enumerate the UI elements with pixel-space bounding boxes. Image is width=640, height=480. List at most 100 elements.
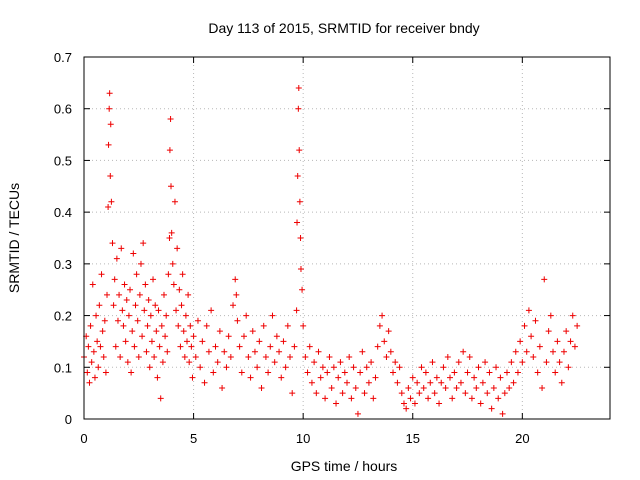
data-point — [158, 322, 165, 329]
data-point — [293, 307, 300, 314]
data-point — [479, 379, 486, 386]
data-point — [111, 276, 118, 283]
data-point — [184, 338, 191, 345]
data-point — [565, 364, 572, 371]
y-tick-label: 0.6 — [54, 102, 72, 117]
data-point — [86, 379, 93, 386]
data-point — [265, 369, 272, 376]
data-point — [97, 343, 104, 350]
data-point — [179, 271, 186, 278]
data-point — [141, 307, 148, 314]
data-point — [170, 281, 177, 288]
data-point — [99, 328, 106, 335]
data-point — [139, 333, 146, 340]
data-point — [182, 312, 189, 319]
data-point — [163, 312, 170, 319]
data-point — [311, 359, 318, 366]
x-tick-label: 5 — [190, 431, 197, 446]
data-point — [414, 379, 421, 386]
data-point — [137, 260, 144, 267]
data-point — [276, 348, 283, 355]
data-point — [269, 312, 276, 319]
data-point — [322, 395, 329, 402]
data-point — [405, 384, 412, 391]
data-point — [523, 348, 530, 355]
x-tick-label: 0 — [80, 431, 87, 446]
data-point — [563, 328, 570, 335]
data-point — [493, 364, 500, 371]
data-point — [464, 369, 471, 376]
data-point — [447, 374, 454, 381]
data-point — [199, 338, 206, 345]
data-point — [291, 343, 298, 350]
data-point — [94, 338, 101, 345]
data-point — [155, 307, 162, 314]
data-point — [169, 260, 176, 267]
data-point — [501, 390, 508, 397]
data-point — [249, 328, 256, 335]
data-point — [420, 384, 427, 391]
data-point — [354, 410, 361, 417]
data-point — [296, 198, 303, 205]
data-point — [313, 390, 320, 397]
data-point — [166, 147, 173, 154]
data-point — [319, 364, 326, 371]
data-point — [372, 374, 379, 381]
data-point — [84, 369, 91, 376]
data-point — [153, 328, 160, 335]
data-point — [127, 286, 134, 293]
data-point — [90, 348, 97, 355]
data-point — [519, 359, 526, 366]
y-tick-label: 0 — [65, 412, 72, 427]
chart-title: Day 113 of 2015, SRMTID for receiver bnd… — [208, 20, 479, 36]
data-point — [390, 369, 397, 376]
data-point — [238, 369, 245, 376]
data-point — [146, 364, 153, 371]
data-point — [436, 400, 443, 407]
data-point — [306, 343, 313, 350]
data-point — [296, 147, 303, 154]
data-point — [558, 379, 565, 386]
data-point — [174, 245, 181, 252]
data-point — [294, 172, 301, 179]
data-point — [287, 353, 294, 360]
data-point — [260, 322, 267, 329]
data-point — [499, 410, 506, 417]
data-point — [105, 141, 112, 148]
data-point — [164, 348, 171, 355]
data-point — [117, 353, 124, 360]
data-point — [186, 359, 193, 366]
data-point — [120, 322, 127, 329]
data-point — [258, 384, 265, 391]
data-point — [473, 384, 480, 391]
data-point — [539, 384, 546, 391]
data-point — [466, 353, 473, 360]
data-point — [168, 229, 175, 236]
data-point — [105, 203, 112, 210]
x-axis-label: GPS time / hours — [291, 458, 398, 474]
data-point — [140, 240, 147, 247]
data-point — [574, 322, 581, 329]
data-point — [514, 369, 521, 376]
data-point — [295, 85, 302, 92]
x-tick-label: 15 — [406, 431, 420, 446]
data-point — [160, 291, 167, 298]
data-point — [308, 379, 315, 386]
data-point — [400, 400, 407, 407]
data-point — [165, 271, 172, 278]
data-point — [462, 390, 469, 397]
data-point — [328, 384, 335, 391]
data-point — [471, 374, 478, 381]
data-point — [130, 250, 137, 257]
data-point — [444, 353, 451, 360]
data-point — [273, 333, 280, 340]
data-point — [208, 307, 215, 314]
data-point — [560, 348, 567, 355]
data-point — [178, 302, 185, 309]
data-point — [453, 384, 460, 391]
data-point — [297, 266, 304, 273]
x-tick-label: 10 — [296, 431, 310, 446]
data-point — [300, 322, 307, 329]
data-point — [157, 395, 164, 402]
data-point — [335, 374, 342, 381]
